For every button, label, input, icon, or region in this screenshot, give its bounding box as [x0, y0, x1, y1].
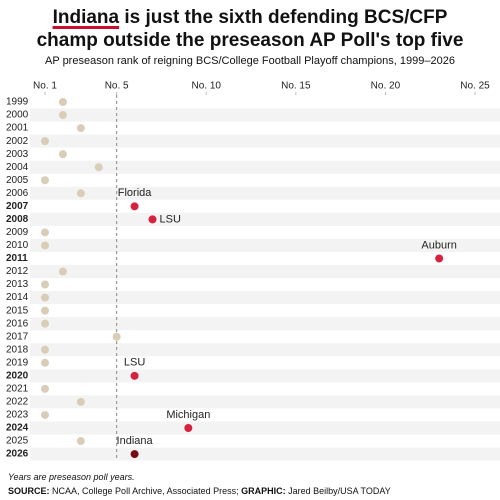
source: NCAA, College Poll Archive, Associated P…: [52, 486, 239, 496]
credits: SOURCE: NCAA, College Poll Archive, Asso…: [8, 484, 391, 498]
row-band: [30, 238, 500, 252]
y-tick-label: 2007: [6, 201, 29, 212]
data-label: LSU: [160, 213, 181, 225]
dot: [41, 241, 49, 250]
dot: [41, 358, 49, 367]
row-band: [30, 212, 500, 226]
x-tick-label: No. 15: [281, 81, 311, 92]
dot: [76, 397, 85, 406]
y-tick-label: 2011: [6, 253, 28, 264]
y-tick-label: 2009: [6, 227, 29, 238]
y-tick-label: 2017: [6, 331, 29, 342]
y-tick-label: 2025: [6, 436, 29, 447]
dot: [41, 384, 49, 393]
dot: [76, 437, 85, 446]
row-band: [30, 421, 500, 435]
graphic: Jared Beilby/USA TODAY: [288, 486, 391, 496]
dot: [41, 280, 49, 289]
dot: [94, 163, 103, 172]
data-label: Michigan: [166, 409, 210, 421]
dot: [41, 345, 49, 354]
y-tick-label: 2020: [6, 370, 29, 381]
y-tick-label: 2022: [6, 397, 29, 408]
row-band: [30, 160, 500, 174]
subtitle: AP preseason rank of reigning BCS/Colleg…: [45, 55, 455, 67]
footer: Years are preseason poll years. SOURCE: …: [8, 470, 391, 498]
y-tick-label: 2002: [6, 136, 29, 147]
y-tick-label: 2003: [6, 149, 29, 160]
y-tick-label: 2026: [6, 449, 29, 460]
y-tick-label: 2018: [6, 344, 29, 355]
data-label: Indiana: [117, 435, 154, 447]
y-tick-label: 2010: [6, 240, 29, 251]
dot: [184, 424, 193, 432]
dot: [41, 293, 49, 302]
row-band: [30, 291, 500, 305]
y-tick-label: 2005: [6, 175, 29, 186]
dot: [76, 124, 85, 133]
dot: [58, 98, 67, 106]
title-lead: Indiana: [52, 7, 120, 28]
x-tick-label: No. 10: [192, 81, 222, 92]
y-tick-label: 2023: [6, 410, 29, 421]
x-tick-label: No. 25: [460, 81, 490, 92]
dot: [41, 176, 49, 185]
data-label: Florida: [118, 187, 153, 199]
y-tick-label: 2014: [6, 292, 29, 303]
dot: [41, 410, 49, 419]
graphic-label: GRAPHIC:: [241, 486, 286, 496]
y-tick-label: 2015: [6, 305, 29, 316]
row-band: [30, 369, 500, 383]
dot: [58, 267, 67, 276]
dot: [41, 306, 49, 315]
source-label: SOURCE:: [8, 486, 50, 496]
x-tick-label: No. 1: [33, 81, 57, 92]
data-label: Auburn: [421, 239, 456, 251]
row-band: [30, 265, 500, 279]
dot: [58, 150, 67, 159]
row-band: [30, 343, 500, 357]
y-tick-label: 2019: [6, 357, 29, 368]
dot: [130, 450, 139, 459]
y-tick-label: 2012: [6, 266, 29, 277]
y-tick-label: 2013: [6, 279, 29, 290]
y-tick-label: 2000: [6, 110, 29, 121]
dot: [130, 202, 139, 211]
title-rest: is just the sixth defending BCS/CFP cham…: [36, 7, 464, 51]
data-label: LSU: [124, 357, 145, 369]
dot: [41, 137, 49, 146]
chart-title: Indiana is just the sixth defending BCS/…: [20, 6, 480, 52]
x-tick-label: No. 20: [371, 81, 401, 92]
dot: [148, 215, 157, 224]
row-band: [30, 447, 500, 461]
dot: [130, 371, 139, 380]
dot: [41, 228, 49, 237]
note: Years are preseason poll years.: [8, 472, 135, 482]
x-tick-label: No. 5: [105, 81, 129, 92]
row-band: [30, 134, 500, 148]
dot: [58, 111, 67, 120]
y-tick-label: 2001: [6, 123, 29, 134]
y-tick-label: 2021: [6, 384, 29, 395]
row-band: [30, 186, 500, 200]
dot: [435, 254, 444, 263]
y-tick-label: 2008: [6, 214, 29, 225]
row-band: [30, 395, 500, 409]
y-tick-label: 2024: [6, 423, 29, 434]
dot: [112, 332, 121, 341]
y-tick-label: 2006: [6, 188, 29, 199]
row-band: [30, 317, 500, 331]
dot: [41, 319, 49, 328]
y-tick-label: 1999: [6, 97, 29, 108]
y-tick-label: 2016: [6, 318, 29, 329]
y-tick-label: 2004: [6, 162, 29, 173]
row-band: [30, 108, 500, 122]
dot: [76, 189, 85, 198]
